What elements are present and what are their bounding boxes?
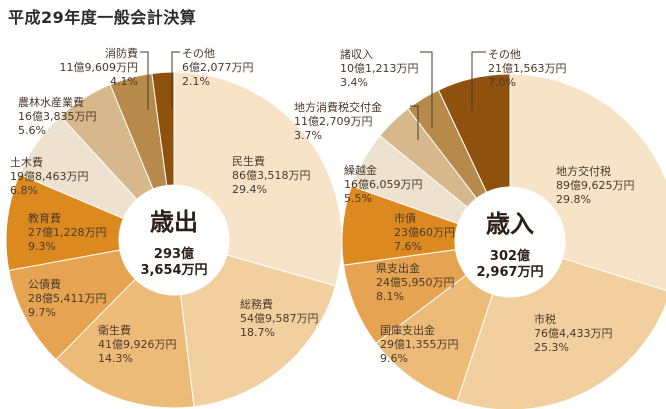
expenditure-label-percent: 9.3% (28, 240, 56, 253)
revenue-label-percent: 9.6% (380, 352, 408, 365)
expenditure-label-amount: 6億2,077万円 (182, 61, 254, 74)
revenue-label-amount: 29億1,355万円 (380, 338, 459, 351)
expenditure-label-amount: 41億9,926万円 (98, 338, 177, 351)
revenue-label-name: 国庫支出金 (380, 323, 435, 337)
revenue-label-percent: 3.4% (340, 76, 368, 89)
revenue-center-title: 歳入 (486, 210, 534, 238)
revenue-leader-line (410, 105, 419, 140)
revenue-label-amount: 16億6,059万円 (344, 178, 423, 191)
expenditure-center-disc (119, 185, 229, 295)
revenue-label-amount: 24億5,950万円 (376, 276, 455, 289)
expenditure-label-percent: 18.7% (240, 326, 275, 339)
revenue-label-percent: 8.1% (376, 290, 404, 303)
revenue-label-name: 諸収入 (340, 47, 373, 61)
expenditure-label-percent: 9.7% (28, 306, 56, 319)
revenue-label-name: 県支出金 (376, 261, 420, 275)
revenue-total-line: 2,967万円 (476, 265, 543, 280)
revenue-label-name: その他 (488, 48, 521, 61)
revenue-label-percent: 7.0% (488, 76, 516, 89)
revenue-label-amount: 21億1,563万円 (488, 62, 567, 75)
expenditure-label-name: その他 (182, 47, 215, 60)
expenditure-label-percent: 5.6% (18, 124, 46, 137)
revenue-label-name: 地方消費税交付金 (294, 100, 382, 114)
expenditure-label-amount: 27億1,228万円 (28, 226, 107, 239)
revenue-label-percent: 3.7% (294, 129, 322, 142)
revenue-label-amount: 89億9,625万円 (556, 179, 635, 192)
expenditure-label-percent: 2.1% (182, 75, 210, 88)
revenue-label-name: 市税 (534, 312, 556, 326)
expenditure-leader-line (140, 51, 149, 110)
revenue-total-line: 302億 (490, 248, 530, 264)
revenue-label-name: 地方交付税 (556, 164, 611, 178)
revenue-label-amount: 10億1,213万円 (340, 62, 419, 75)
expenditure-total-line: 293億 (154, 246, 194, 262)
revenue-label-percent: 7.6% (394, 240, 422, 253)
expenditure-label-amount: 28億5,411万円 (28, 292, 107, 305)
expenditure-label-name: 農林水産業費 (18, 95, 84, 109)
page-title: 平成29年度一般会計決算 (8, 8, 197, 27)
expenditure-label-name: 総務費 (240, 297, 273, 311)
expenditure-label-name: 教育費 (28, 211, 61, 225)
expenditure-label-percent: 29.4% (232, 183, 267, 196)
expenditure-label-amount: 19億8,463万円 (10, 170, 89, 183)
expenditure-label-percent: 6.8% (10, 184, 38, 197)
expenditure-label-percent: 4.1% (110, 75, 138, 88)
expenditure-label-name: 消防費 (105, 46, 138, 60)
expenditure-leader-line (171, 51, 180, 110)
revenue-leader-line (420, 51, 433, 128)
expenditure-label-amount: 54億9,587万円 (240, 312, 319, 325)
expenditure-label-name: 土木費 (10, 155, 43, 169)
expenditure-label-amount: 86億3,518万円 (232, 169, 311, 182)
revenue-label-percent: 25.3% (534, 341, 569, 354)
expenditure-label-amount: 16億3,835万円 (18, 110, 97, 123)
revenue-leader-line (471, 51, 486, 110)
revenue-center-disc (455, 187, 565, 297)
revenue-label-name: 市債 (394, 211, 416, 225)
revenue-label-amount: 23億60万円 (394, 226, 455, 239)
expenditure-label-amount: 11億9,609万円 (60, 61, 139, 74)
expenditure-label-name: 公債費 (28, 277, 61, 291)
revenue-label-name: 繰越金 (344, 163, 377, 177)
revenue-label-percent: 29.8% (556, 193, 591, 206)
expenditure-label-name: 衛生費 (98, 323, 131, 337)
expenditure-label-percent: 14.3% (98, 352, 133, 365)
expenditure-center-title: 歳出 (150, 208, 198, 236)
expenditure-label-name: 民生費 (232, 154, 265, 168)
expenditure-total-line: 3,654万円 (140, 263, 207, 278)
revenue-label-amount: 76億4,433万円 (534, 327, 613, 340)
revenue-label-amount: 11億2,709万円 (294, 115, 373, 128)
revenue-label-percent: 5.5% (344, 192, 372, 205)
